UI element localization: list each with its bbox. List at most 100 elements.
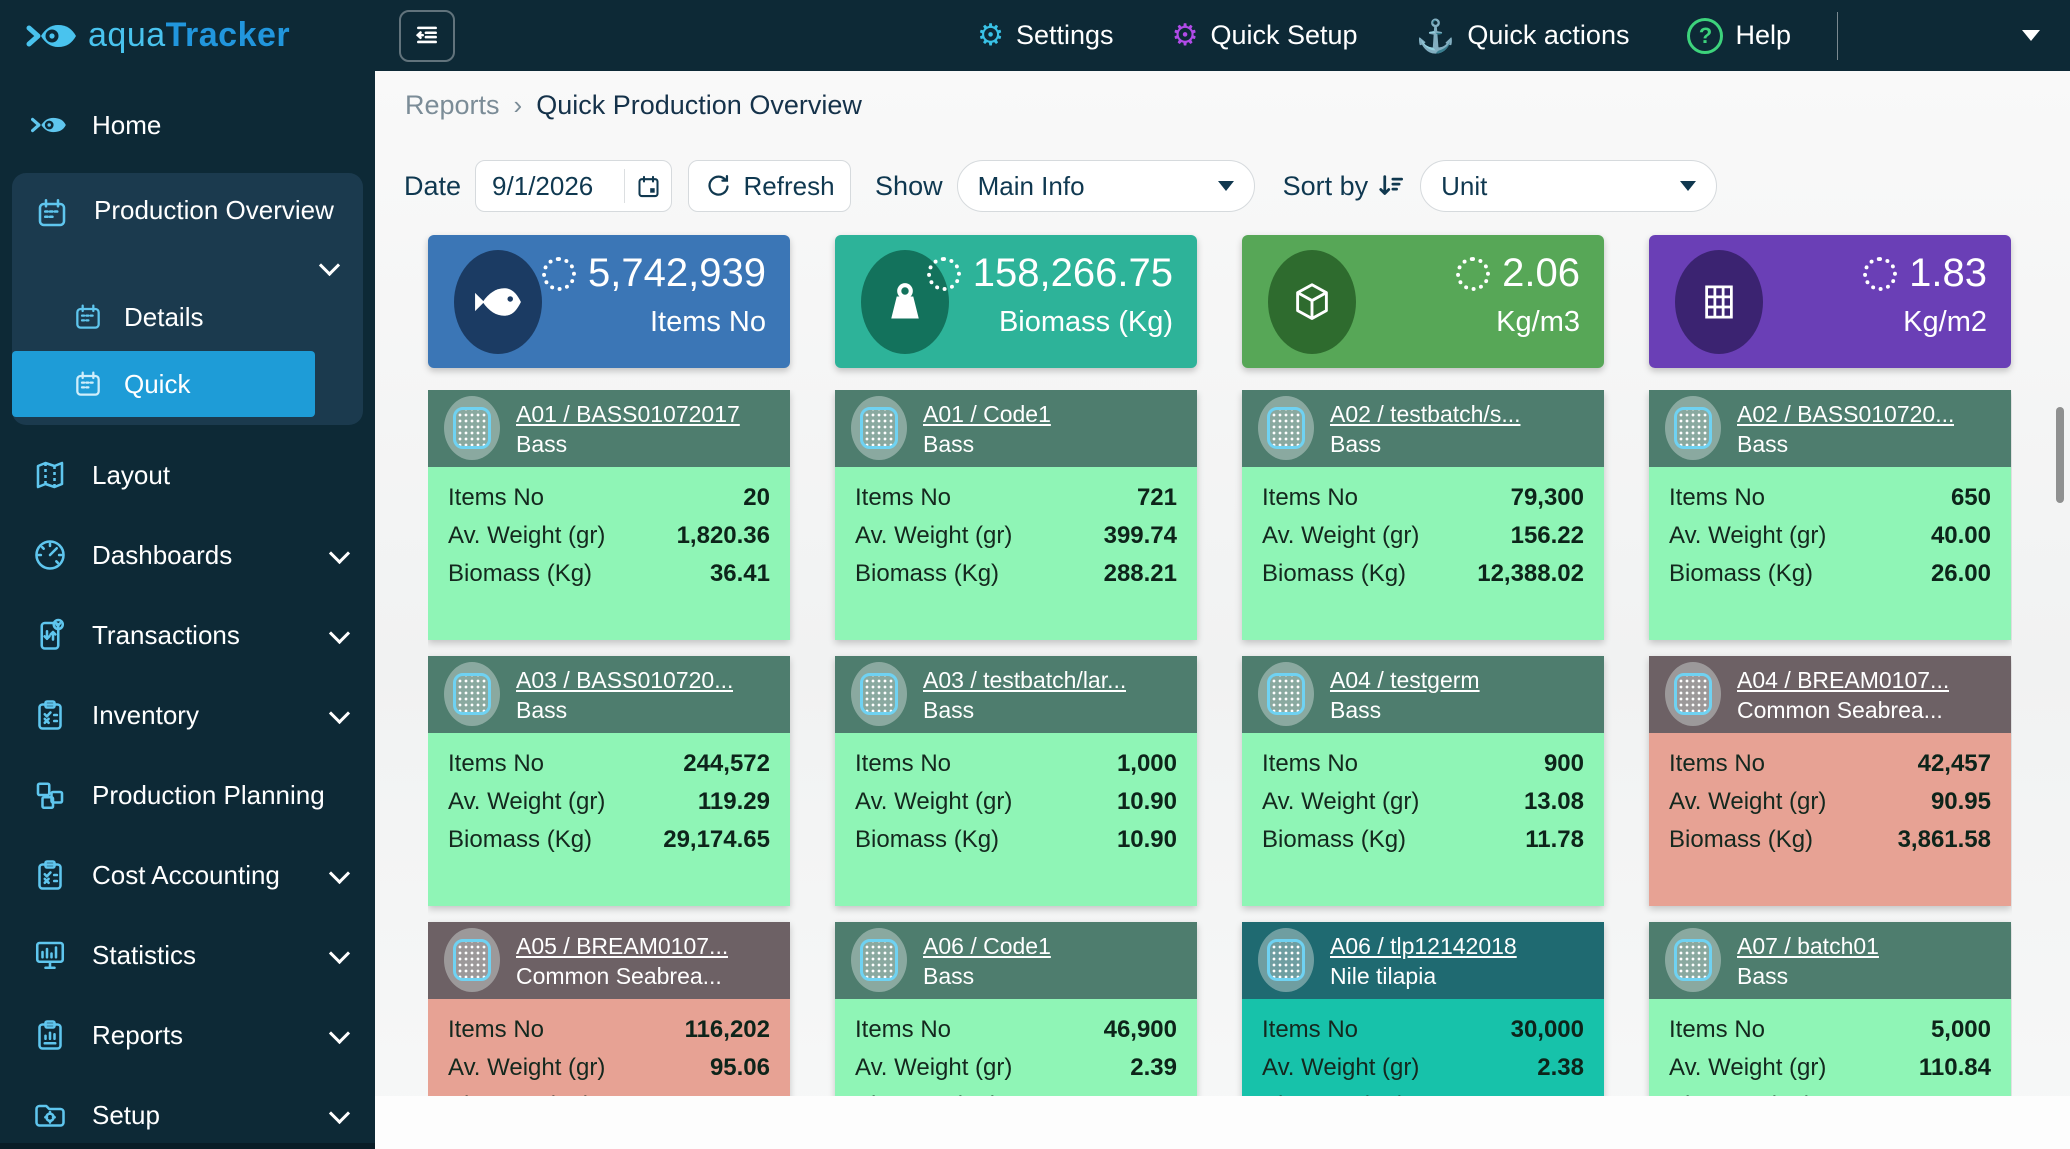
sort-selected-value: Unit	[1441, 170, 1488, 201]
unit-species: Bass	[1737, 430, 1789, 457]
items-no-value: 20	[743, 484, 770, 511]
counter-spinner-icon	[1456, 256, 1491, 291]
sidebar-item-layout[interactable]: Layout	[0, 443, 375, 507]
unit-batch-link[interactable]: A03 / testbatch/lar...	[923, 666, 1127, 693]
monitor-chart-icon	[30, 937, 70, 973]
biomass-label: Biomass (Kg)	[855, 1091, 1013, 1096]
unit-batch-link[interactable]: A07 / batch01	[1737, 932, 1879, 959]
unit-batch-link[interactable]: A06 / Code1	[923, 932, 1051, 959]
sidebar-item-statistics[interactable]: Statistics	[0, 923, 375, 987]
chevron-down-icon	[328, 1102, 351, 1125]
app-logo[interactable]: aquaTracker	[0, 16, 375, 55]
nav-settings-label: Settings	[1016, 20, 1114, 50]
sidebar-item-label: Details	[124, 301, 204, 332]
cage-avatar	[1665, 662, 1721, 726]
sidebar-item-setup[interactable]: Setup	[0, 1083, 375, 1147]
sidebar-item-label: Transactions	[92, 619, 240, 650]
unit-species: Bass	[923, 696, 975, 723]
date-input[interactable]: 9/1/2026	[475, 160, 673, 212]
calendar-icon[interactable]	[625, 173, 671, 200]
page-title: Quick Production Overview	[536, 90, 862, 120]
unit-card-header: A02 / BASS010720... Bass	[1649, 390, 2011, 467]
items-no-label: Items No	[448, 750, 545, 777]
summary-value-row: 5,742,939	[542, 251, 766, 296]
nav-help[interactable]: ? Help	[1687, 17, 1791, 54]
items-no-label: Items No	[1262, 750, 1359, 777]
summary-label: Biomass (Kg)	[998, 306, 1173, 338]
av-weight-label: Av. Weight (gr)	[1669, 522, 1827, 549]
items-no-value: 721	[1136, 484, 1177, 511]
sort-select[interactable]: Unit	[1420, 160, 1718, 212]
chevron-down-icon	[318, 254, 341, 277]
av-weight-value: 10.90	[1116, 788, 1177, 815]
unit-species: Bass	[1737, 962, 1789, 989]
unit-batch-link[interactable]: A02 / BASS010720...	[1737, 400, 1955, 427]
nav-quick-setup[interactable]: ⚙ Quick Setup	[1172, 20, 1358, 51]
content-bottom-band	[375, 1096, 2070, 1149]
date-value[interactable]: 9/1/2026	[492, 170, 594, 201]
toolbar: Date 9/1/2026 Refresh Show Main Info	[404, 160, 1718, 212]
sidebar-item-production-planning[interactable]: Production Planning	[0, 763, 375, 827]
av-weight-label: Av. Weight (gr)	[448, 788, 606, 815]
sidebar-collapse-button[interactable]	[399, 9, 455, 62]
clipboard-check-icon	[30, 697, 70, 733]
unit-batch-link[interactable]: A02 / testbatch/s...	[1330, 400, 1521, 427]
summary-value: 2.06	[1502, 251, 1580, 295]
unit-batch-link[interactable]: A01 / BASS01072017	[516, 400, 740, 427]
sidebar-item-cost-accounting[interactable]: Cost Accounting	[0, 843, 375, 907]
nav-quick-setup-label: Quick Setup	[1210, 20, 1358, 50]
nav-settings[interactable]: ⚙ Settings	[977, 20, 1113, 51]
summary-value: 5,742,939	[588, 251, 766, 295]
items-no-value: 30,000	[1510, 1016, 1584, 1043]
cage-avatar	[851, 396, 907, 460]
biomass-label: Biomass (Kg)	[1669, 826, 1814, 853]
biomass-label: Biomass (Kg)	[1262, 826, 1407, 853]
sidebar-item-quick[interactable]: Quick	[12, 351, 315, 417]
biomass-label: Biomass (Kg)	[448, 1091, 606, 1096]
nav-quick-actions[interactable]: ⚓ Quick actions	[1416, 20, 1630, 52]
sidebar-item-reports[interactable]: Reports	[0, 1003, 375, 1067]
items-no-value: 900	[1543, 750, 1584, 777]
folder-gear-icon	[30, 1097, 70, 1133]
refresh-button[interactable]: Refresh	[688, 160, 852, 212]
summary-value: 158,266.75	[972, 251, 1173, 295]
topbar-divider	[1837, 11, 1838, 60]
unit-batch-link[interactable]: A04 / testgerm	[1330, 666, 1480, 693]
unit-batch-link[interactable]: A06 / tlp12142018	[1330, 932, 1517, 959]
biomass-label: Biomass (Kg)	[855, 826, 1000, 853]
unit-batch-link[interactable]: A03 / BASS010720...	[516, 666, 734, 693]
av-weight-label: Av. Weight (gr)	[855, 522, 1013, 549]
unit-batch-link[interactable]: A05 / BREAM0107...	[516, 932, 729, 959]
unit-card-body: Items No 650 Av. Weight (gr) 40.00 Biomass…	[1649, 467, 2011, 640]
unit-card-body: Items No 116,202 Av. Weight (gr) 95.06 Bio…	[428, 999, 790, 1096]
sidebar-item-label: Layout	[92, 459, 171, 490]
sidebar-item-dashboards[interactable]: Dashboards	[0, 523, 375, 587]
show-label: Show	[875, 170, 943, 201]
av-weight-value: 110.84	[1918, 1054, 1991, 1081]
unit-card-body: Items No 30,000 Av. Weight (gr) 2.38 Bioma…	[1242, 999, 1604, 1096]
cage-avatar	[1258, 396, 1314, 460]
sidebar-item-transactions[interactable]: Transactions	[0, 603, 375, 667]
sidebar-item-production-overview[interactable]: Production Overview	[12, 181, 363, 283]
breadcrumb-reports-link[interactable]: Reports	[405, 90, 500, 120]
user-menu[interactable]	[1880, 0, 2070, 71]
sidebar-item-label: Home	[92, 109, 162, 140]
unit-card: A06 / tlp12142018 Nile tilapia Items No 3…	[1242, 922, 1604, 1096]
sidebar-item-inventory[interactable]: Inventory	[0, 683, 375, 747]
sidebar-item-label: Dashboards	[92, 539, 233, 570]
date-label: Date	[404, 170, 462, 201]
sidebar-item-details[interactable]: Details	[12, 287, 363, 347]
av-weight-value: 95.06	[709, 1054, 770, 1081]
unit-card-header: A01 / BASS01072017 Bass	[428, 390, 790, 467]
unit-card-header: A06 / tlp12142018 Nile tilapia	[1242, 922, 1604, 999]
vertical-scrollbar-thumb[interactable]	[2056, 407, 2064, 503]
cage-icon	[860, 407, 898, 449]
sidebar-item-home[interactable]: Home	[0, 93, 375, 157]
unit-batch-link[interactable]: A01 / Code1	[923, 400, 1051, 427]
biomass-label: Biomass (Kg)	[1669, 560, 1814, 587]
cage-avatar	[851, 928, 907, 992]
cage-avatar	[444, 662, 500, 726]
av-weight-value: 2.38	[1537, 1054, 1584, 1081]
unit-batch-link[interactable]: A04 / BREAM0107...	[1737, 666, 1950, 693]
show-select[interactable]: Main Info	[956, 160, 1255, 212]
